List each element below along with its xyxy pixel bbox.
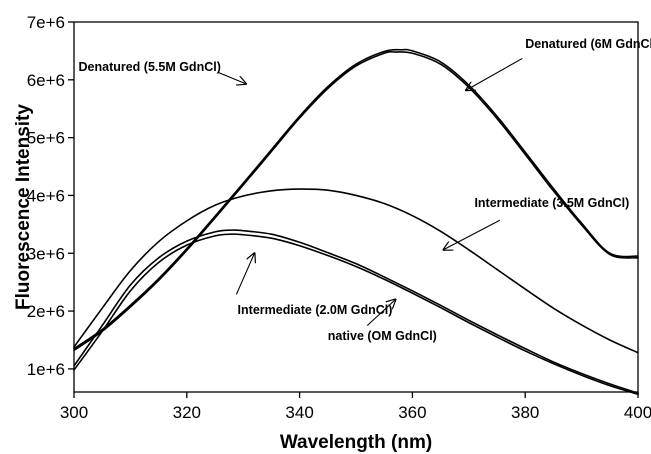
y-tick-label: 7e+6	[27, 13, 65, 32]
x-tick-label: 300	[60, 403, 88, 422]
series-line-denatured-5-5m-gdncl	[73, 50, 639, 352]
annotation-native-om-gdncl-arrow	[366, 300, 395, 326]
plot-frame	[73, 21, 639, 393]
annotation-denatured-6m-gdncl-arrow	[466, 57, 523, 90]
annotation-intermediate-3-5m-gdncl-label: Intermediate (3.5M GdnCl)	[474, 196, 629, 210]
series-line-denatured-6m-gdncl	[73, 48, 639, 350]
axis-ticks: 300 320 340 360 380 400 1e+6 2e+6 3e+6 4e+6 5e+6 6e…	[27, 13, 651, 422]
annotation-denatured-5-5m-gdncl-label: Denatured (5.5M GdnCl)	[79, 60, 221, 74]
plot-area-border	[73, 21, 639, 393]
annotation-intermediate-3-5m-gdncl-arrow	[443, 219, 501, 249]
y-tick-label: 5e+6	[27, 129, 65, 148]
x-tick-label: 360	[398, 403, 426, 422]
series-layer	[73, 48, 639, 396]
x-tick-label: 320	[173, 403, 201, 422]
series-line-native-om-gdncl	[73, 233, 639, 396]
x-tick-label: 380	[511, 403, 539, 422]
annotation-intermediate-2-0m-gdncl-arrow	[235, 253, 254, 295]
annotation-intermediate-2-0m-gdncl-label: Intermediate (2.0M GdnCl)	[238, 303, 393, 317]
x-tick-label: 340	[285, 403, 313, 422]
y-tick-label: 2e+6	[27, 302, 65, 321]
annotation-native-om-gdncl-label: native (OM GdnCl)	[328, 329, 437, 343]
annotation-denatured-5-5m-gdncl-arrow	[217, 71, 246, 84]
x-tick-label: 400	[624, 403, 651, 422]
series-line-intermediate-2-0m-gdncl	[73, 229, 639, 394]
series-line-intermediate-3-5m-gdncl	[73, 188, 639, 354]
annotation-denatured-6m-gdncl-label: Denatured (6M GdnCl)	[525, 37, 651, 51]
y-tick-label: 6e+6	[27, 71, 65, 90]
y-axis-title: Fluorescence Intensity	[13, 104, 34, 310]
y-tick-label: 3e+6	[27, 244, 65, 263]
y-tick-label: 1e+6	[27, 360, 65, 379]
y-tick-label: 4e+6	[27, 186, 65, 205]
annotations-layer: Denatured (6M GdnCl) Denatured (5.5M GdnC…	[79, 37, 651, 343]
x-axis-title: Wavelength (nm)	[280, 432, 432, 453]
